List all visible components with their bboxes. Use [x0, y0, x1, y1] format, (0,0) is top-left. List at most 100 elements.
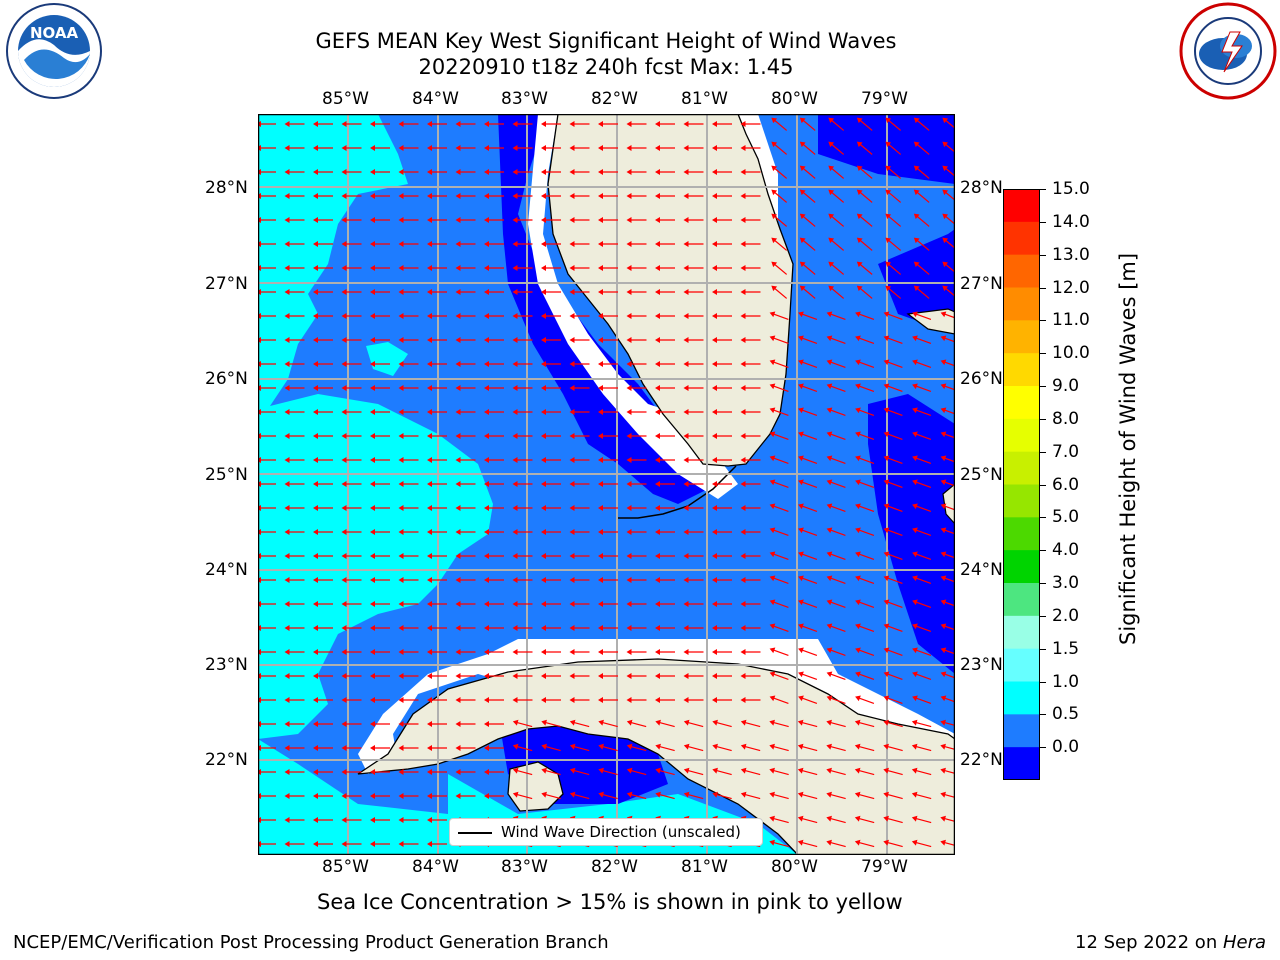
wave-direction-arrow — [855, 527, 875, 536]
wave-direction-arrow — [398, 577, 419, 583]
colorbar-svg — [1003, 189, 1040, 781]
wave-direction-arrow — [626, 265, 647, 271]
wave-direction-arrow — [769, 551, 789, 560]
map-legend: Wind Wave Direction (unscaled) — [449, 818, 763, 846]
wave-direction-arrow — [855, 455, 875, 464]
wave-direction-arrow — [883, 839, 903, 848]
wave-direction-arrow — [655, 767, 675, 776]
wave-direction-arrow — [626, 673, 647, 679]
wave-direction-arrow — [683, 265, 704, 271]
wave-direction-arrow — [455, 457, 476, 463]
footer-date: 12 Sep 2022 on — [1075, 932, 1223, 953]
wave-direction-arrow — [569, 337, 590, 343]
wave-direction-arrow — [683, 409, 704, 415]
wave-direction-arrow — [883, 695, 903, 704]
footer-right: 12 Sep 2022 on Hera — [1075, 932, 1266, 953]
wave-direction-arrow — [541, 169, 561, 175]
wave-direction-arrow — [427, 217, 447, 223]
wave-direction-arrow — [712, 481, 732, 487]
wave-direction-arrow — [683, 505, 704, 511]
wave-direction-arrow — [284, 337, 305, 343]
wave-direction-arrow — [512, 145, 533, 151]
wave-direction-arrow — [284, 673, 305, 679]
wave-direction-arrow — [740, 505, 761, 511]
wave-direction-arrow — [799, 213, 816, 227]
wave-direction-arrow — [484, 457, 504, 463]
wave-direction-arrow — [541, 673, 561, 679]
wave-direction-arrow — [626, 577, 647, 583]
wave-direction-arrow — [541, 361, 561, 367]
wave-direction-arrow — [712, 265, 732, 271]
colorbar-tick-mark — [1040, 353, 1046, 355]
wave-direction-arrow — [854, 767, 875, 776]
wave-direction-arrow — [284, 481, 305, 487]
wave-direction-arrow — [740, 385, 761, 391]
wave-field-dark — [878, 229, 955, 334]
colorbar-segment — [1003, 681, 1040, 715]
wave-direction-arrow — [569, 743, 590, 752]
wave-direction-arrow — [940, 335, 955, 344]
colorbar-label-text: Significant Height of Wind Waves [m] — [1116, 252, 1140, 645]
noaa-logo: NOAA — [4, 2, 104, 100]
colorbar-segment — [1003, 353, 1040, 387]
wave-direction-arrow — [512, 577, 533, 583]
wave-direction-arrow — [598, 481, 618, 487]
wave-direction-arrow — [712, 791, 732, 800]
wave-direction-arrow — [855, 335, 875, 344]
wave-direction-arrow — [626, 289, 647, 295]
wave-direction-arrow — [398, 145, 419, 151]
wave-direction-arrow — [484, 385, 504, 391]
wave-direction-arrow — [855, 575, 875, 584]
wave-direction-arrow — [341, 841, 362, 847]
wave-direction-arrow — [427, 193, 447, 199]
wave-direction-arrow — [799, 165, 816, 179]
wave-direction-arrow — [798, 407, 818, 416]
wave-direction-arrow — [398, 841, 419, 847]
wave-direction-arrow — [569, 169, 590, 175]
wave-direction-arrow — [313, 601, 333, 607]
wave-direction-arrow — [512, 337, 533, 343]
wave-direction-arrow — [626, 505, 647, 511]
wave-direction-arrow — [284, 457, 305, 463]
wave-direction-arrow — [484, 721, 504, 727]
wave-direction-arrow — [885, 237, 902, 251]
wave-direction-arrow — [683, 289, 704, 295]
footer-host: Hera — [1222, 932, 1266, 953]
wave-direction-arrow — [313, 217, 333, 223]
wave-direction-arrow — [541, 577, 561, 583]
wave-direction-arrow — [655, 457, 675, 463]
colorbar-tick-mark — [1040, 615, 1046, 617]
wave-direction-arrow — [569, 697, 590, 703]
lat-label: 23°N — [205, 655, 248, 675]
wave-direction-arrow — [541, 649, 561, 655]
wave-direction-arrow — [626, 625, 647, 631]
wave-direction-arrow — [626, 145, 647, 151]
wave-direction-arrow — [655, 553, 675, 559]
wave-direction-arrow — [712, 409, 732, 415]
wave-direction-arrow — [512, 697, 533, 703]
wave-direction-arrow — [911, 839, 932, 848]
wave-direction-arrow — [512, 289, 533, 295]
wave-direction-arrow — [683, 697, 704, 703]
wave-direction-arrow — [313, 481, 333, 487]
wave-direction-arrow — [284, 289, 305, 295]
wave-direction-arrow — [626, 433, 647, 439]
wave-direction-arrow — [798, 335, 818, 344]
wave-direction-arrow — [341, 193, 362, 199]
wave-direction-arrow — [398, 673, 419, 679]
wave-direction-arrow — [826, 383, 846, 392]
wave-direction-arrow — [313, 145, 333, 151]
wave-direction-arrow — [883, 599, 903, 608]
wave-direction-arrow — [455, 721, 476, 727]
wave-direction-arrow — [398, 289, 419, 295]
wave-direction-arrow — [626, 553, 647, 559]
wave-direction-arrow — [455, 289, 476, 295]
wave-direction-arrow — [398, 193, 419, 199]
map-panel — [257, 113, 956, 856]
wave-direction-arrow — [598, 505, 618, 511]
wave-direction-arrow — [683, 719, 704, 728]
wave-direction-arrow — [370, 289, 390, 295]
wave-direction-arrow — [712, 767, 732, 776]
wave-direction-arrow — [512, 433, 533, 439]
wave-direction-arrow — [512, 529, 533, 535]
